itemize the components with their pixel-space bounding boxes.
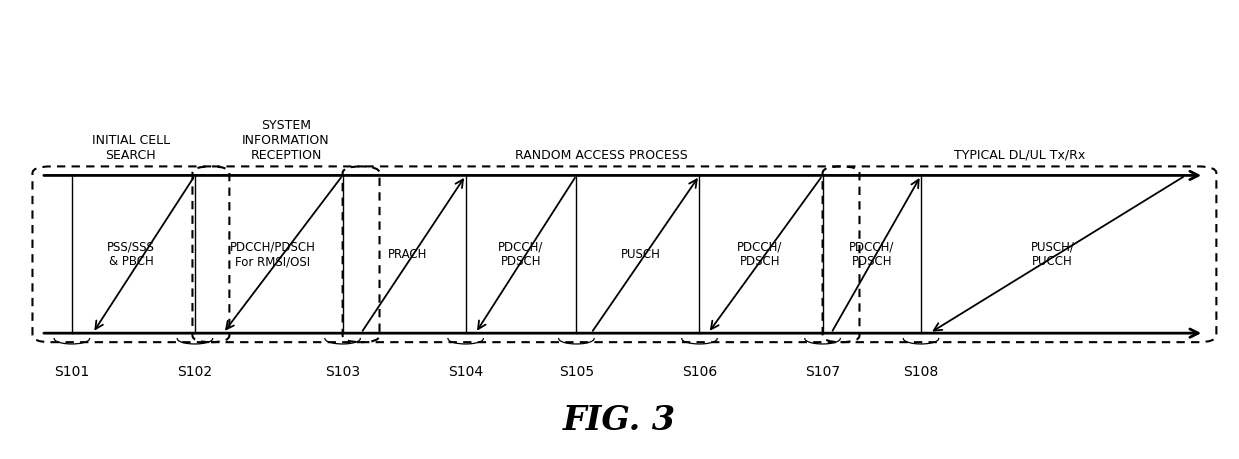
Text: PUSCH: PUSCH [621, 248, 660, 261]
Text: PSS/SSS
& PBCH: PSS/SSS & PBCH [107, 241, 155, 269]
Text: PDCCH/
PDSCH: PDCCH/ PDSCH [498, 241, 544, 269]
Text: TYPICAL DL/UL Tx/Rx: TYPICAL DL/UL Tx/Rx [954, 149, 1085, 162]
Text: PDCCH/PDSCH
For RMSI/OSI: PDCCH/PDSCH For RMSI/OSI [229, 241, 316, 269]
Text: PDCCH/
PDSCH: PDCCH/ PDSCH [737, 241, 783, 269]
Text: S105: S105 [559, 365, 593, 379]
Text: SYSTEM
INFORMATION
RECEPTION: SYSTEM INFORMATION RECEPTION [242, 119, 330, 162]
Text: INITIAL CELL
SEARCH: INITIAL CELL SEARCH [92, 134, 170, 162]
Text: S106: S106 [681, 365, 717, 379]
Text: PRACH: PRACH [388, 248, 427, 261]
Text: S103: S103 [325, 365, 361, 379]
Text: S104: S104 [449, 365, 483, 379]
Text: FIG. 3: FIG. 3 [563, 404, 676, 437]
Text: PDCCH/
PDSCH: PDCCH/ PDSCH [849, 241, 895, 269]
Text: S107: S107 [805, 365, 840, 379]
Text: S102: S102 [177, 365, 212, 379]
Text: S108: S108 [903, 365, 939, 379]
Text: S101: S101 [55, 365, 89, 379]
Text: RANDOM ACCESS PROCESS: RANDOM ACCESS PROCESS [514, 149, 688, 162]
Text: PUSCH/
PUCCH: PUSCH/ PUCCH [1031, 241, 1074, 269]
